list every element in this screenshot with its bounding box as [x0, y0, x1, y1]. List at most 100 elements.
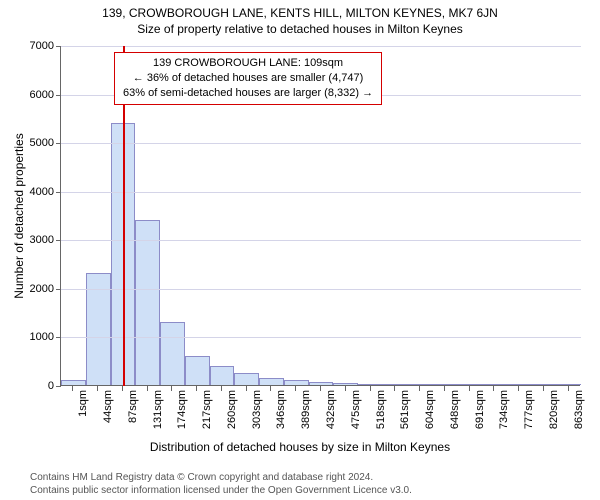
xtick-mark: [72, 386, 73, 391]
xtick-mark: [444, 386, 445, 391]
ytick-label: 5000: [14, 137, 54, 149]
bar: [507, 384, 532, 385]
page-title: 139, CROWBOROUGH LANE, KENTS HILL, MILTO…: [0, 0, 600, 20]
bar: [333, 383, 358, 385]
xtick-label: 1sqm: [77, 390, 89, 436]
x-axis-label: Distribution of detached houses by size …: [0, 440, 600, 454]
ytick-label: 4000: [14, 186, 54, 198]
xtick-label: 346sqm: [275, 390, 287, 436]
gridline: [61, 192, 581, 193]
xtick-label: 217sqm: [201, 390, 213, 436]
bar-slot: [383, 45, 408, 385]
page-subtitle: Size of property relative to detached ho…: [0, 20, 600, 36]
bar-slot: [507, 45, 532, 385]
annotation-line: 139 CROWBOROUGH LANE: 109sqm: [123, 56, 373, 71]
bar-slot: [61, 45, 86, 385]
ytick-label: 3000: [14, 234, 54, 246]
ytick-label: 7000: [14, 40, 54, 52]
bar: [160, 322, 185, 385]
ytick-mark: [56, 46, 61, 47]
bar: [135, 220, 160, 385]
bar: [482, 384, 507, 385]
ytick-mark: [56, 289, 61, 290]
xtick-mark: [246, 386, 247, 391]
bar: [432, 384, 457, 385]
bar-slot: [457, 45, 482, 385]
ytick-mark: [56, 143, 61, 144]
xtick-label: 561sqm: [399, 390, 411, 436]
annotation-box: 139 CROWBOROUGH LANE: 109sqm← 36% of det…: [114, 52, 382, 105]
ytick-mark: [56, 386, 61, 387]
annotation-line: ← 36% of detached houses are smaller (4,…: [123, 71, 373, 86]
bar: [86, 273, 111, 385]
bar: [284, 380, 309, 385]
xtick-label: 863sqm: [573, 390, 585, 436]
xtick-label: 734sqm: [498, 390, 510, 436]
bar: [210, 366, 235, 385]
xtick-mark: [493, 386, 494, 391]
footer-attribution: Contains HM Land Registry data © Crown c…: [0, 472, 600, 497]
gridline: [61, 289, 581, 290]
ytick-mark: [56, 240, 61, 241]
bar: [532, 384, 557, 385]
gridline: [61, 46, 581, 47]
gridline: [61, 240, 581, 241]
footer-line-1: Contains HM Land Registry data © Crown c…: [30, 472, 600, 485]
annotation-line: 63% of semi-detached houses are larger (…: [123, 86, 373, 101]
xtick-label: 518sqm: [375, 390, 387, 436]
xtick-mark: [171, 386, 172, 391]
xtick-label: 174sqm: [176, 390, 188, 436]
bar: [309, 382, 334, 385]
bar-slot: [86, 45, 111, 385]
ytick-mark: [56, 337, 61, 338]
xtick-mark: [345, 386, 346, 391]
plot-area: 139 CROWBOROUGH LANE: 109sqm← 36% of det…: [60, 46, 580, 386]
bar: [61, 380, 86, 385]
xtick-label: 604sqm: [424, 390, 436, 436]
bar-slot: [408, 45, 433, 385]
footer-line-2: Contains public sector information licen…: [30, 485, 600, 498]
bar: [408, 384, 433, 385]
xtick-mark: [295, 386, 296, 391]
bar-slot: [432, 45, 457, 385]
y-axis-label: Number of detached properties: [12, 133, 26, 298]
xtick-mark: [196, 386, 197, 391]
bar: [259, 378, 284, 385]
xtick-mark: [97, 386, 98, 391]
bar: [358, 384, 383, 385]
bar-slot: [532, 45, 557, 385]
bar: [234, 373, 259, 385]
xtick-mark: [370, 386, 371, 391]
xtick-label: 44sqm: [102, 390, 114, 436]
xtick-label: 432sqm: [325, 390, 337, 436]
ytick-label: 0: [14, 380, 54, 392]
xtick-label: 820sqm: [548, 390, 560, 436]
xtick-label: 303sqm: [251, 390, 263, 436]
xtick-mark: [419, 386, 420, 391]
xtick-label: 475sqm: [350, 390, 362, 436]
bar-slot: [556, 45, 581, 385]
xtick-label: 260sqm: [226, 390, 238, 436]
xtick-label: 131sqm: [152, 390, 164, 436]
bar: [556, 384, 581, 385]
bar: [383, 384, 408, 385]
xtick-label: 648sqm: [449, 390, 461, 436]
xtick-mark: [469, 386, 470, 391]
bar: [185, 356, 210, 385]
ytick-label: 6000: [14, 89, 54, 101]
xtick-mark: [394, 386, 395, 391]
ytick-mark: [56, 95, 61, 96]
xtick-label: 691sqm: [474, 390, 486, 436]
xtick-mark: [320, 386, 321, 391]
gridline: [61, 337, 581, 338]
xtick-mark: [122, 386, 123, 391]
bar: [457, 384, 482, 385]
xtick-label: 389sqm: [300, 390, 312, 436]
xtick-mark: [147, 386, 148, 391]
xtick-mark: [270, 386, 271, 391]
gridline: [61, 143, 581, 144]
xtick-mark: [221, 386, 222, 391]
xtick-label: 777sqm: [523, 390, 535, 436]
ytick-label: 1000: [14, 331, 54, 343]
ytick-mark: [56, 192, 61, 193]
